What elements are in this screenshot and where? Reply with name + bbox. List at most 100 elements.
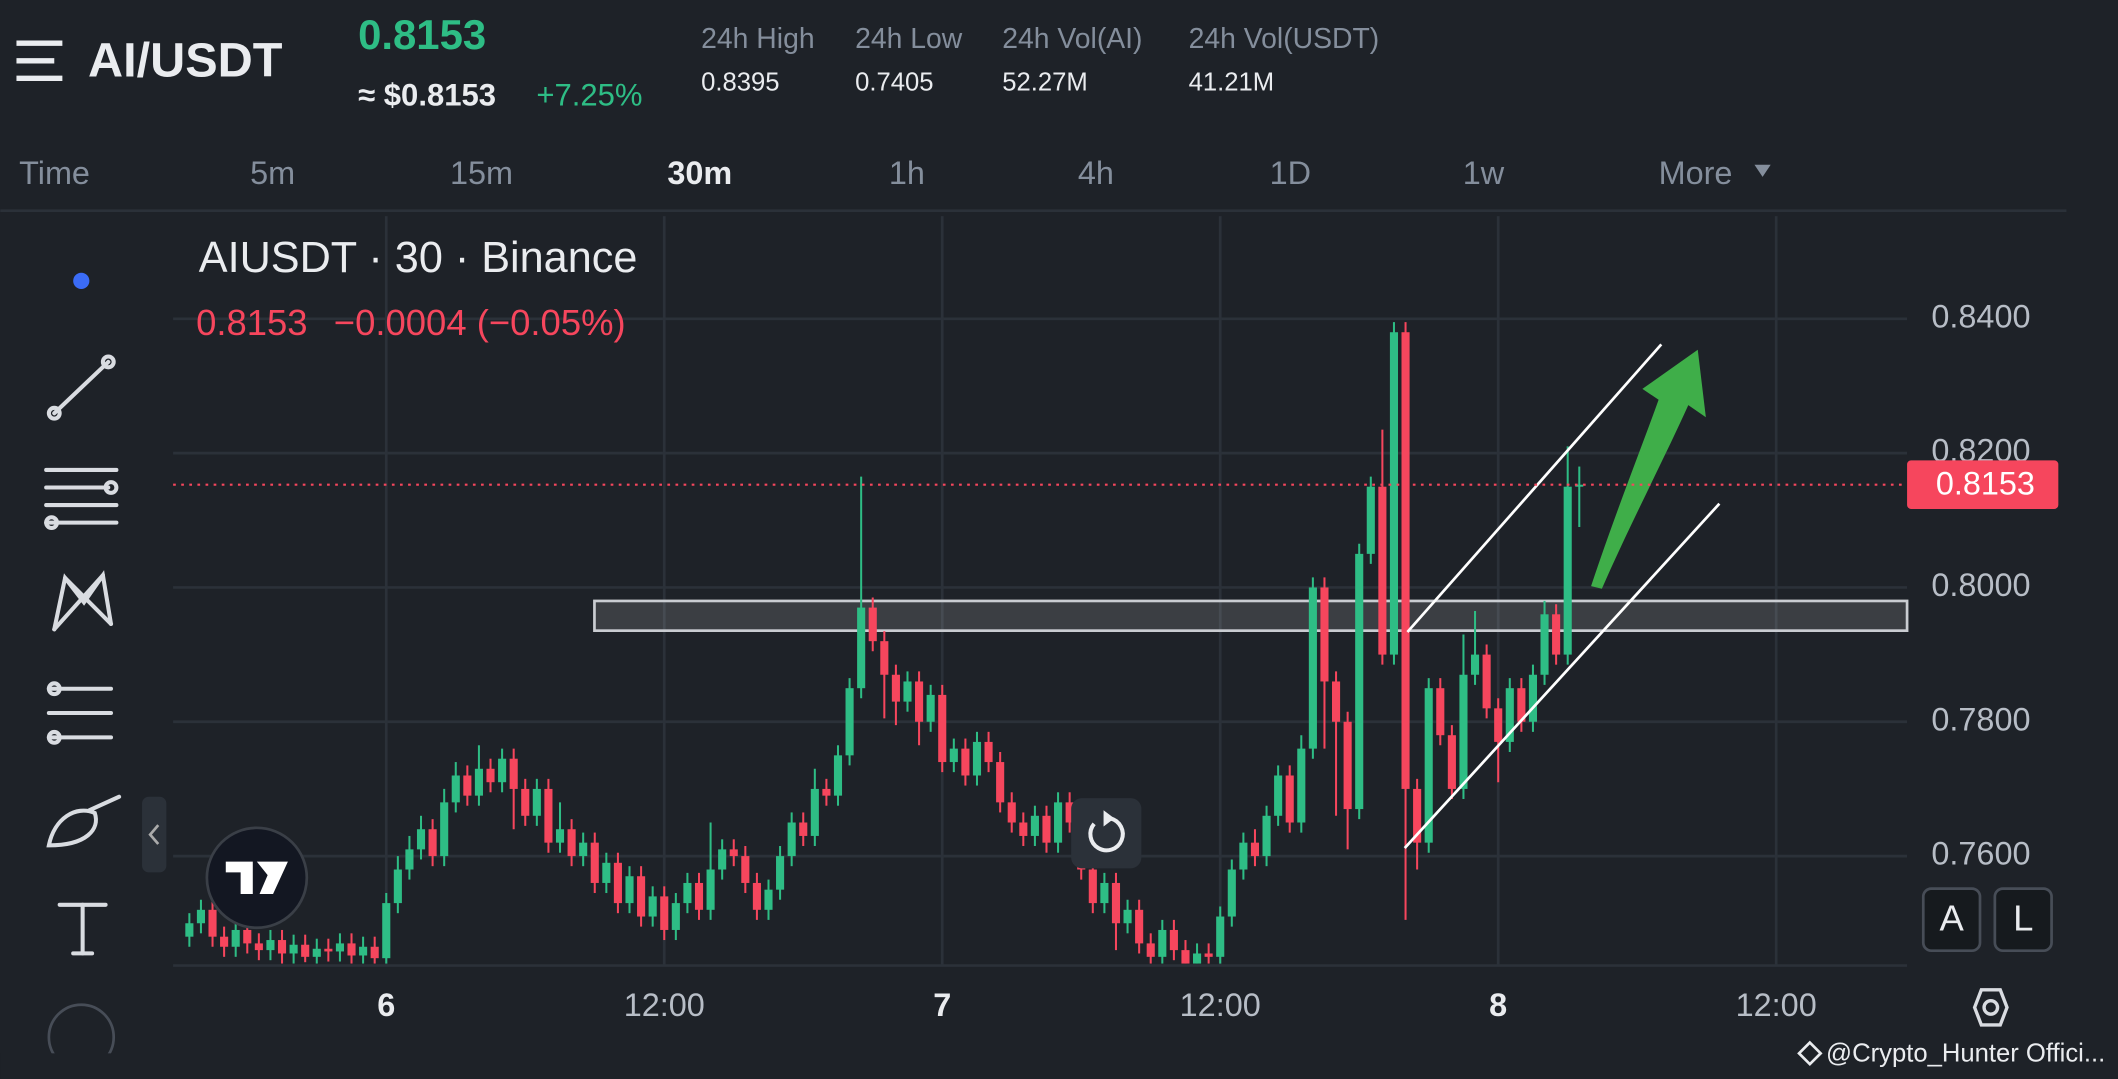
interval-tab[interactable]: More: [1659, 155, 1733, 191]
dot-tool[interactable]: [73, 272, 90, 289]
candle-body: [347, 943, 356, 956]
candle-body: [938, 694, 947, 763]
x-tick-label: 6: [377, 987, 395, 1023]
stat-label: 24h Vol(AI): [1002, 23, 1142, 55]
candle-body: [787, 822, 796, 857]
tv-logo[interactable]: [205, 826, 309, 930]
candle-body: [880, 641, 889, 675]
y-tick-label: 0.8000: [1931, 567, 2030, 603]
change: +7.25%: [536, 77, 642, 112]
interval-tab[interactable]: 4h: [1078, 155, 1114, 191]
candle-body: [359, 946, 368, 956]
candle-body: [1146, 943, 1155, 957]
candle-body: [1517, 688, 1526, 722]
candle-body: [1389, 332, 1399, 655]
candle-body: [1528, 674, 1538, 722]
candle-body: [1135, 909, 1144, 944]
interval-tab[interactable]: 30m: [667, 155, 732, 191]
candle-body: [463, 775, 472, 796]
candle-body: [683, 882, 692, 904]
candle-body: [1366, 486, 1375, 554]
candle-body: [613, 862, 622, 904]
chart-title: AIUSDT · 30 · Binance: [199, 234, 638, 282]
legend-change: −0.0004 (−0.05%): [334, 302, 626, 343]
collapse-tab[interactable]: [142, 796, 167, 873]
menu-icon[interactable]: [16, 40, 63, 82]
candle-body: [486, 768, 495, 783]
brush-tool[interactable]: [46, 794, 122, 848]
candle-body: [1123, 909, 1132, 924]
candle-body: [625, 876, 634, 904]
auto-button[interactable]: [1921, 887, 1982, 953]
lines-tool[interactable]: [44, 467, 119, 531]
candle-body: [833, 755, 843, 796]
candle-body: [1111, 882, 1121, 924]
candle-body: [949, 748, 958, 763]
fib-tool[interactable]: [46, 681, 114, 745]
candle-body: [1239, 842, 1248, 870]
candle-body: [579, 842, 588, 857]
y-tick-label: 0.8400: [1931, 298, 2030, 334]
candle-body: [208, 909, 217, 937]
candle-body: [961, 748, 970, 776]
candle-body: [544, 788, 553, 843]
candle-body: [196, 909, 205, 924]
replay-icon-head: [1103, 810, 1115, 827]
candle-body: [1169, 929, 1178, 951]
candle-body: [868, 607, 877, 642]
candle-body: [1494, 708, 1503, 742]
candle-body: [903, 681, 912, 702]
candle-body: [335, 943, 344, 952]
log-label: L: [2013, 898, 2033, 939]
candle-body: [1297, 748, 1306, 823]
candle-body: [498, 758, 507, 783]
stat-value: 0.8395: [701, 69, 779, 97]
interval-tab[interactable]: 1h: [889, 155, 925, 191]
candle-body: [474, 768, 483, 796]
candle-body: [266, 940, 275, 951]
interval-tab[interactable]: 5m: [250, 155, 295, 191]
pattern-tool[interactable]: [52, 570, 114, 632]
candle-body: [984, 741, 993, 763]
candle-body: [799, 822, 808, 836]
candle-body: [752, 882, 761, 910]
settings-icon[interactable]: [1972, 988, 2009, 1027]
candle-body: [451, 775, 460, 803]
candle-body: [301, 944, 310, 957]
candle-body: [555, 829, 565, 843]
candle-body: [1158, 929, 1167, 957]
candle-body: [1470, 654, 1480, 675]
log-button[interactable]: [1993, 887, 2053, 953]
candle-body: [254, 943, 263, 951]
replay-button[interactable]: [1071, 798, 1142, 869]
stat-label: 24h High: [701, 23, 814, 55]
pair[interactable]: AI/USDT: [88, 33, 283, 87]
stats: 24h High 0.8395 24h Low 0.7405 24h Vol(AI) 52…: [701, 23, 1379, 97]
last-price-tag: [1907, 460, 2059, 509]
stat-value: 41.21M: [1189, 69, 1275, 97]
overlay: 0.8153 AIUSDT · 30 · Binance 0.8153 −0.0004…: [173, 234, 2059, 509]
candle-body: [741, 856, 750, 883]
candle-body: [1459, 674, 1468, 789]
candle-body: [822, 788, 831, 796]
candle-body: [1424, 688, 1433, 843]
candle-body: [1274, 775, 1283, 816]
interval-tab[interactable]: 15m: [450, 155, 513, 191]
candle-body: [857, 607, 866, 689]
interval-tab[interactable]: 1D: [1270, 155, 1311, 191]
candle-body: [915, 681, 924, 722]
collapse-arrow: [148, 824, 160, 845]
y-tick-label: 0.7600: [1931, 836, 2030, 872]
candle-body: [405, 849, 414, 870]
x-tick-label: 7: [933, 987, 951, 1023]
interval-tab[interactable]: 1w: [1463, 155, 1505, 191]
replay-icon: [1088, 816, 1125, 853]
candle-body: [1285, 775, 1294, 823]
candle-body: [764, 889, 773, 910]
candle-body: [891, 674, 900, 702]
interval-tab: Time: [19, 155, 90, 191]
trend-line-tool[interactable]: [46, 354, 116, 421]
text-tool[interactable]: [57, 902, 108, 956]
candle-body: [382, 903, 391, 959]
